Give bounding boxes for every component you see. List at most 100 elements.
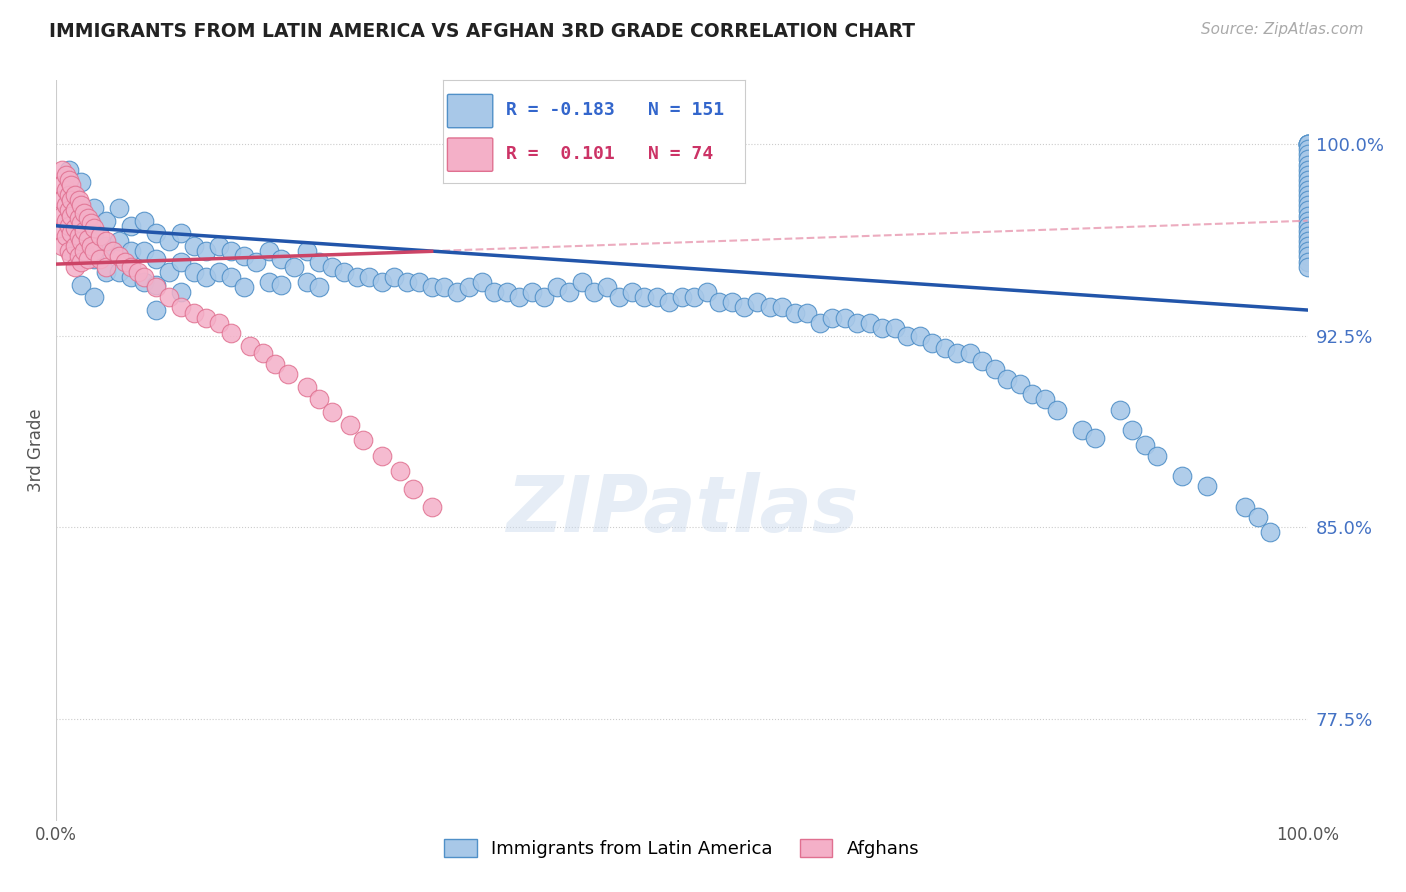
Point	[1133, 438, 1156, 452]
Point	[76, 211, 98, 226]
Point	[1296, 173, 1319, 187]
Point	[1296, 254, 1319, 268]
Point	[382, 269, 405, 284]
Point	[83, 252, 105, 266]
Point	[1296, 213, 1319, 227]
Point	[596, 280, 619, 294]
Point	[108, 265, 131, 279]
Point	[558, 285, 581, 300]
Point	[471, 275, 494, 289]
Point	[70, 216, 93, 230]
Point	[770, 301, 793, 315]
Point	[63, 239, 86, 253]
Point	[1296, 178, 1319, 192]
Point	[70, 198, 93, 212]
Point	[83, 244, 105, 259]
Point	[1296, 157, 1319, 171]
Point	[58, 188, 80, 202]
Point	[55, 213, 77, 227]
Point	[734, 301, 756, 315]
Point	[89, 252, 111, 266]
Point	[83, 290, 105, 304]
Point	[1258, 525, 1281, 540]
Point	[1008, 377, 1031, 392]
Point	[51, 224, 73, 238]
Point	[995, 372, 1018, 386]
Point	[145, 303, 167, 318]
Point	[883, 321, 905, 335]
Point	[67, 249, 90, 263]
Point	[96, 234, 118, 248]
Point	[408, 275, 430, 289]
Text: R = -0.183: R = -0.183	[506, 102, 614, 120]
Text: N = 74: N = 74	[648, 145, 714, 163]
Point	[245, 254, 267, 268]
Text: R =  0.101: R = 0.101	[506, 145, 614, 163]
Text: IMMIGRANTS FROM LATIN AMERICA VS AFGHAN 3RD GRADE CORRELATION CHART: IMMIGRANTS FROM LATIN AMERICA VS AFGHAN …	[49, 22, 915, 41]
Point	[70, 234, 93, 248]
Point	[70, 227, 93, 241]
Text: N = 151: N = 151	[648, 102, 724, 120]
Point	[308, 280, 330, 294]
Point	[745, 295, 768, 310]
Point	[484, 285, 506, 300]
Point	[120, 260, 142, 274]
Point	[1296, 224, 1319, 238]
Point	[1296, 183, 1319, 197]
Point	[1071, 423, 1094, 437]
Point	[620, 285, 643, 300]
Point	[63, 188, 86, 202]
Point	[70, 254, 93, 268]
Point	[145, 227, 167, 241]
Point	[671, 290, 693, 304]
Point	[83, 201, 105, 215]
Point	[108, 249, 131, 263]
Point	[58, 188, 80, 202]
Point	[295, 244, 318, 259]
Point	[683, 290, 706, 304]
Point	[908, 328, 931, 343]
Point	[96, 213, 118, 227]
Point	[370, 275, 392, 289]
Point	[1033, 392, 1056, 407]
Point	[308, 392, 330, 407]
Point	[60, 178, 83, 192]
Point	[1296, 168, 1319, 182]
Point	[645, 290, 668, 304]
Point	[55, 229, 77, 244]
Point	[1296, 137, 1319, 152]
Point	[83, 221, 105, 235]
Point	[1171, 469, 1194, 483]
Point	[1296, 234, 1319, 248]
Point	[58, 173, 80, 187]
Point	[1197, 479, 1219, 493]
Point	[257, 275, 280, 289]
Point	[132, 213, 155, 227]
Point	[58, 162, 80, 177]
Point	[346, 269, 368, 284]
Point	[58, 203, 80, 218]
Point	[1246, 509, 1268, 524]
Point	[170, 254, 193, 268]
Point	[1296, 142, 1319, 156]
Point	[157, 290, 180, 304]
Point	[264, 357, 287, 371]
Point	[67, 194, 90, 208]
Point	[758, 301, 780, 315]
Point	[252, 346, 274, 360]
Point	[321, 405, 343, 419]
Point	[63, 203, 86, 218]
Point	[796, 305, 818, 319]
Point	[295, 379, 318, 393]
Point	[359, 269, 381, 284]
Point	[1296, 239, 1319, 253]
Point	[352, 434, 374, 448]
Point	[846, 316, 869, 330]
Point	[63, 260, 86, 274]
Point	[834, 310, 856, 325]
Point	[1109, 402, 1132, 417]
Point	[221, 244, 243, 259]
Y-axis label: 3rd Grade: 3rd Grade	[27, 409, 45, 492]
Point	[1296, 162, 1319, 177]
Point	[921, 336, 943, 351]
